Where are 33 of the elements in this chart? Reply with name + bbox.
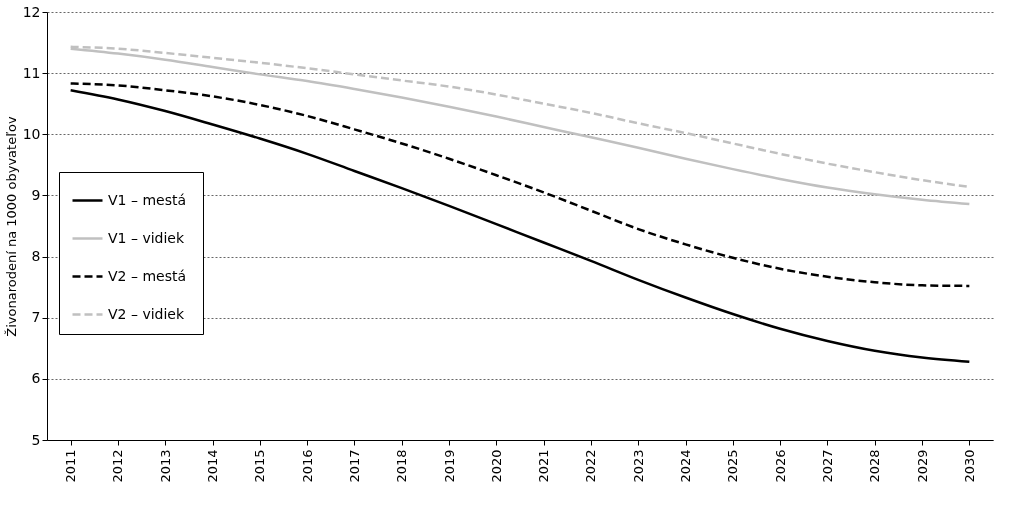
y-tick-label: 10 [22,125,41,142]
y-tick-label: 9 [31,186,41,203]
x-tick-label: 2030 [961,449,977,483]
x-tick-label: 2012 [110,449,126,483]
x-tick-label: 2024 [678,449,694,483]
x-tick-label: 2025 [725,449,741,483]
y-tick-label: 7 [31,309,41,326]
legend-label: V2 – mestá [108,267,186,284]
x-tick-label: 2019 [441,449,457,483]
x-tick-label: 2023 [630,449,646,483]
x-tick-label: 2028 [867,449,883,483]
y-tick-label: 11 [22,64,41,81]
x-tick-label: 2022 [583,449,599,483]
legend-label: V2 – vidiek [108,305,185,322]
x-tick-label: 2016 [299,449,315,483]
x-tick-label: 2013 [157,449,173,483]
y-tick-label: 6 [31,370,41,387]
x-tick-label: 2014 [205,449,221,483]
x-tick-label: 2029 [914,449,930,483]
x-tick-label: 2015 [252,449,268,483]
x-tick-label: 2018 [394,449,410,483]
x-tick-label: 2027 [819,449,835,483]
x-tick-label: 2020 [488,449,504,483]
x-tick-label: 2021 [536,449,552,483]
x-tick-label: 2011 [63,449,79,483]
legend-label: V1 – mestá [108,191,186,208]
legend-label: V1 – vidiek [108,229,185,246]
y-axis-title: Živonarodení na 1000 obyvateľov [3,116,19,337]
x-tick-label: 2026 [772,449,788,483]
y-tick-label: 5 [31,431,41,448]
y-tick-label: 8 [31,248,41,265]
y-tick-label: 12 [22,3,41,20]
x-tick-label: 2017 [346,449,362,483]
